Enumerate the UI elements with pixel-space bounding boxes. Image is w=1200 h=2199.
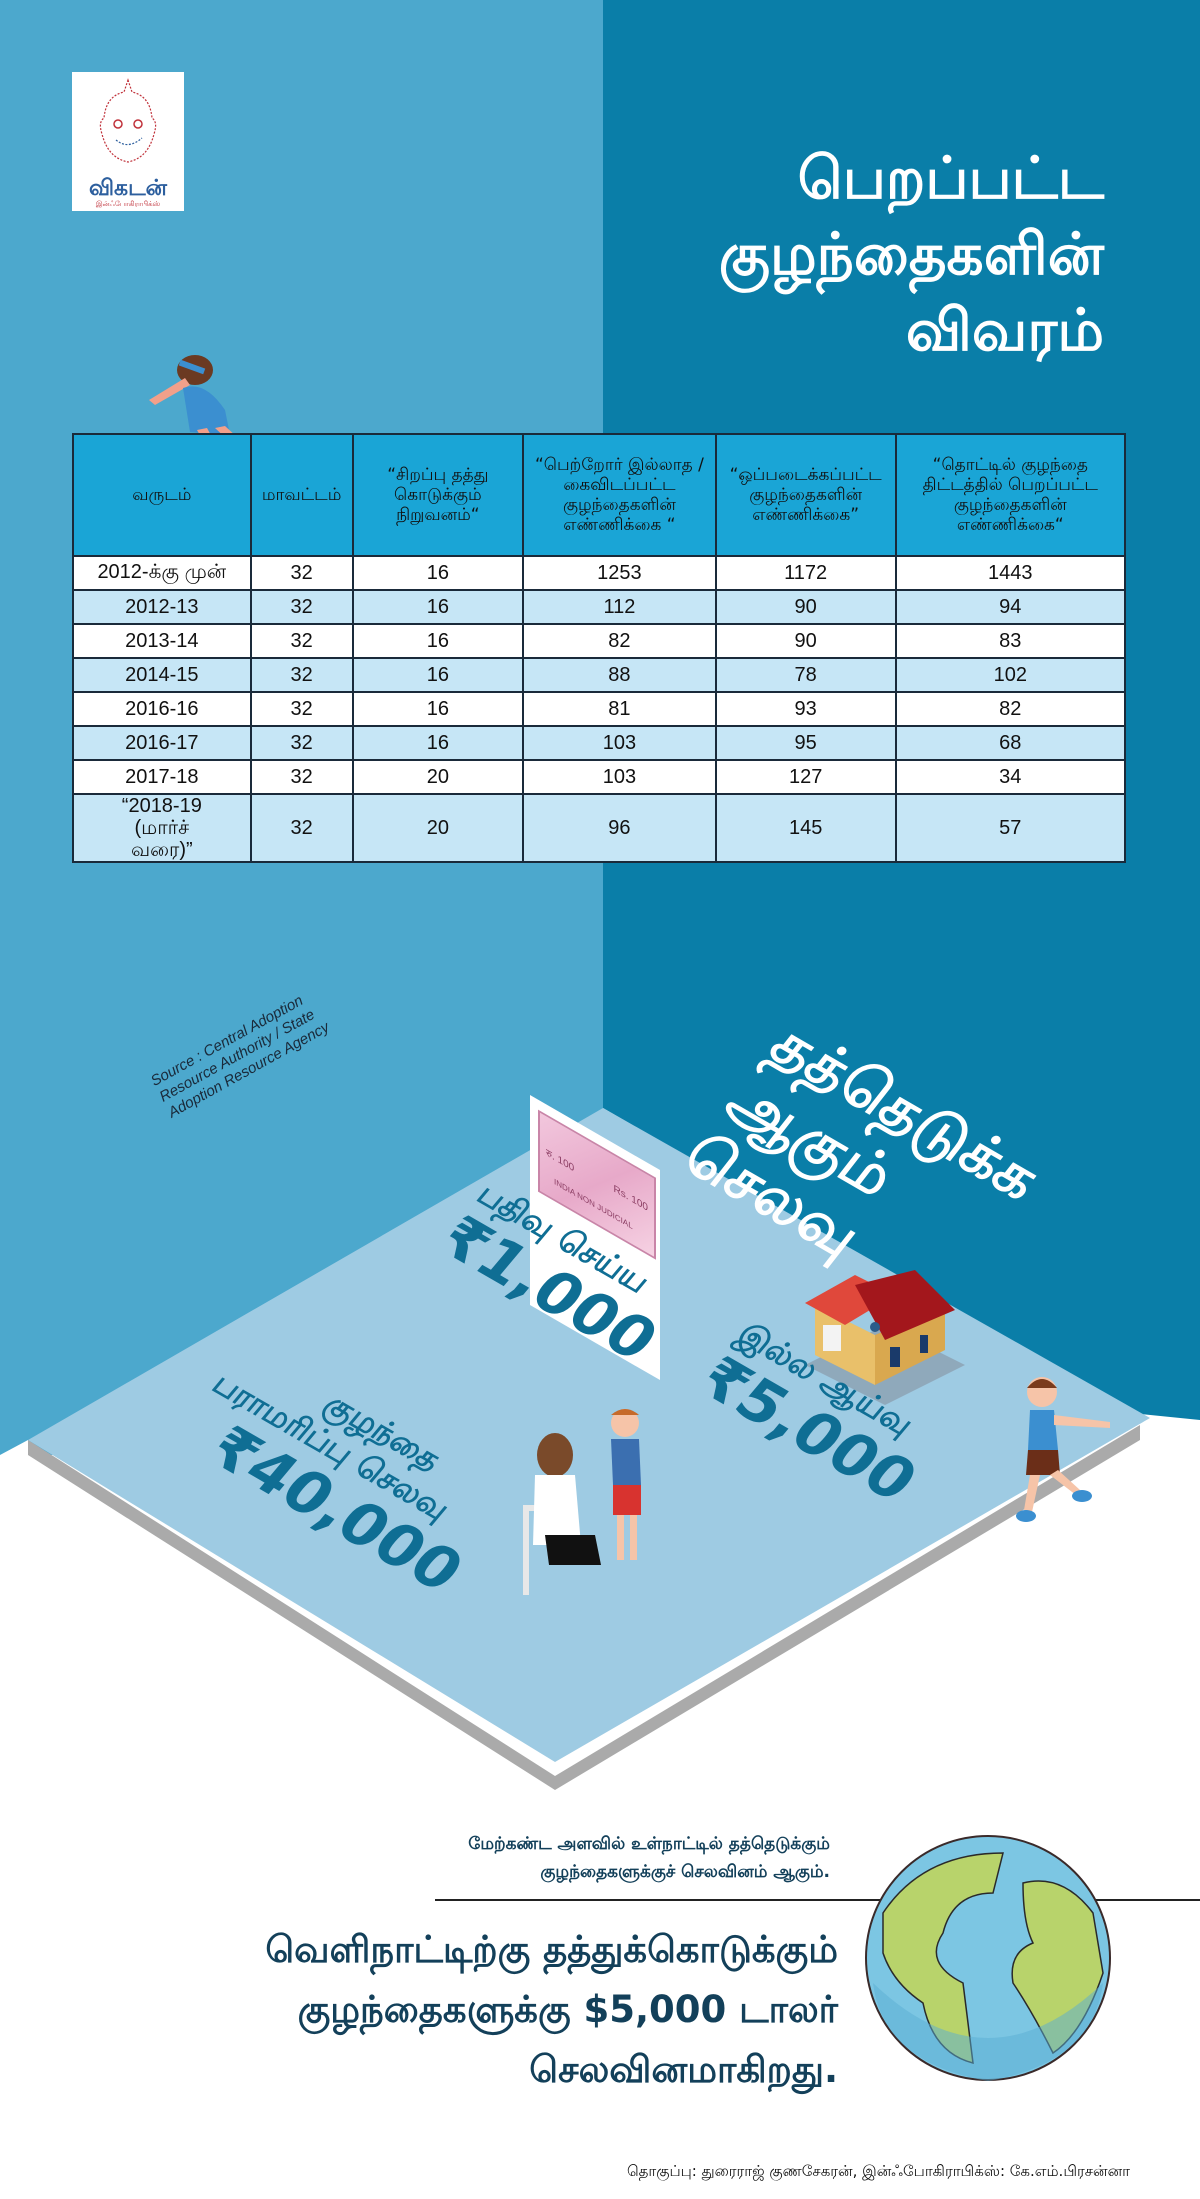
divider-line [435, 1899, 1200, 1901]
cell-agencies: 16 [351, 623, 525, 659]
cell-cradle: 83 [894, 623, 1127, 659]
cell-year: 2016-16 [72, 691, 252, 727]
cell-cradle: 94 [894, 589, 1127, 625]
table-header-row: வருடம் மாவட்டம் “சிறப்பு தத்து கொடுக்கும… [72, 433, 1127, 557]
title-line-2: குழந்தைகளின் [718, 220, 1104, 288]
cell-year: 2016-17 [72, 725, 252, 761]
cell-districts: 32 [249, 657, 354, 693]
cell-year: 2013-14 [72, 623, 252, 659]
house-icon [805, 1270, 965, 1405]
cell-surrendered: 78 [714, 657, 897, 693]
logo-subtitle: இன்ஃபோகிராபிக்ஸ் [95, 200, 161, 208]
cell-year: 2012-13 [72, 589, 252, 625]
table-row: 2016-16 32 16 81 93 82 [72, 691, 1127, 727]
domestic-note-line-1: மேற்கண்ட அளவில் உள்நாட்டில் தத்தெடுக்கும… [468, 1834, 830, 1854]
credit-line: தொகுப்பு: துரைராஜ் குணசேகரன், இன்ஃபோகிரா… [626, 2162, 1130, 2180]
cell-cradle: 34 [894, 759, 1127, 795]
header-special-adoption-agencies: “சிறப்பு தத்து கொடுக்கும் நிறுவனம்“ [351, 433, 525, 557]
header-districts: மாவட்டம் [249, 433, 354, 557]
cell-year: “2018-19 (மார்ச் வரை)” [72, 793, 252, 863]
cell-districts: 32 [249, 725, 354, 761]
table-row: 2012-க்கு முன் 32 16 1253 1172 1443 [72, 555, 1127, 591]
cell-districts: 32 [249, 691, 354, 727]
cell-year: 2012-க்கு முன் [72, 555, 252, 591]
stamp-value-right: Rs. 100 [613, 1183, 648, 1215]
cell-orphaned: 103 [522, 759, 717, 795]
cell-orphaned: 96 [522, 793, 717, 863]
cell-orphaned: 112 [522, 589, 717, 625]
cell-districts: 32 [249, 793, 354, 863]
cell-agencies: 16 [351, 691, 525, 727]
domestic-cost-note: மேற்கண்ட அளவில் உள்நாட்டில் தத்தெடுக்கும… [430, 1830, 830, 1886]
title-line-3: விவரம் [905, 296, 1104, 364]
cell-surrendered: 95 [714, 725, 897, 761]
title-line-1: பெறப்பட்ட [797, 144, 1104, 212]
cell-cradle: 68 [894, 725, 1127, 761]
cell-surrendered: 90 [714, 589, 897, 625]
cell-year: 2014-15 [72, 657, 252, 693]
cell-orphaned: 82 [522, 623, 717, 659]
globe-icon [865, 1835, 1111, 2081]
cell-cradle: 1443 [894, 555, 1127, 591]
header-surrendered-count: “ஒப்படைக்கப்பட்ட குழந்தைகளின் எண்ணிக்கை” [714, 433, 897, 557]
cell-agencies: 20 [351, 759, 525, 795]
cell-orphaned: 81 [522, 691, 717, 727]
cell-year: 2017-18 [72, 759, 252, 795]
cell-cradle: 82 [894, 691, 1127, 727]
foreign-note-line-2: குழந்தைகளுக்கு $5,000 டாலர் [297, 1988, 838, 2031]
cell-surrendered: 127 [714, 759, 897, 795]
children-received-table: வருடம் மாவட்டம் “சிறப்பு தத்து கொடுக்கும… [72, 433, 1127, 863]
cell-surrendered: 1172 [714, 555, 897, 591]
cell-surrendered: 90 [714, 623, 897, 659]
foreign-note-line-3: செலவினமாகிறது. [529, 2048, 838, 2091]
cell-surrendered: 145 [714, 793, 897, 863]
table-row: 2017-18 32 20 103 127 34 [72, 759, 1127, 795]
cell-surrendered: 93 [714, 691, 897, 727]
header-year: வருடம் [72, 433, 252, 557]
cell-orphaned: 1253 [522, 555, 717, 591]
cell-orphaned: 88 [522, 657, 717, 693]
cell-districts: 32 [249, 623, 354, 659]
cell-orphaned: 103 [522, 725, 717, 761]
cell-agencies: 20 [351, 793, 525, 863]
table-row: 2016-17 32 16 103 95 68 [72, 725, 1127, 761]
running-boy-illustration [1016, 1377, 1110, 1522]
cell-agencies: 16 [351, 589, 525, 625]
cell-districts: 32 [249, 555, 354, 591]
table-row: 2013-14 32 16 82 90 83 [72, 623, 1127, 659]
header-orphaned-abandoned-count: “பெற்றோர் இல்லாத /கைவிடப்பட்ட குழந்தைகளி… [522, 433, 717, 557]
table-row: 2012-13 32 16 112 90 94 [72, 589, 1127, 625]
page-title: பெறப்பட்ட குழந்தைகளின் விவரம் [604, 140, 1104, 368]
domestic-note-line-2: குழந்தைகளுக்குச் செலவினம் ஆகும். [540, 1862, 830, 1882]
cell-cradle: 102 [894, 657, 1127, 693]
cell-districts: 32 [249, 589, 354, 625]
face-logo-icon [99, 78, 157, 163]
foreign-adoption-note: வெளிநாட்டிற்கு தத்துக்கொடுக்கும் குழந்தை… [150, 1920, 838, 2100]
doctor-examining-child-illustration [523, 1409, 641, 1595]
cell-districts: 32 [249, 759, 354, 795]
stamp-value-left: रु. 100 [546, 1147, 575, 1175]
table-row: “2018-19 (மார்ச் வரை)” 32 20 96 145 57 [72, 793, 1127, 863]
header-cradle-baby-count: “தொட்டில் குழந்தை திட்டத்தில் பெறப்பட்ட … [894, 433, 1127, 557]
vikatan-logo: விகடன் இன்ஃபோகிராபிக்ஸ் [72, 72, 184, 211]
table-row: 2014-15 32 16 88 78 102 [72, 657, 1127, 693]
cell-agencies: 16 [351, 725, 525, 761]
cell-cradle: 57 [894, 793, 1127, 863]
logo-name: விகடன் [89, 176, 167, 201]
cell-agencies: 16 [351, 657, 525, 693]
foreign-note-line-1: வெளிநாட்டிற்கு தத்துக்கொடுக்கும் [265, 1928, 838, 1971]
cell-agencies: 16 [351, 555, 525, 591]
